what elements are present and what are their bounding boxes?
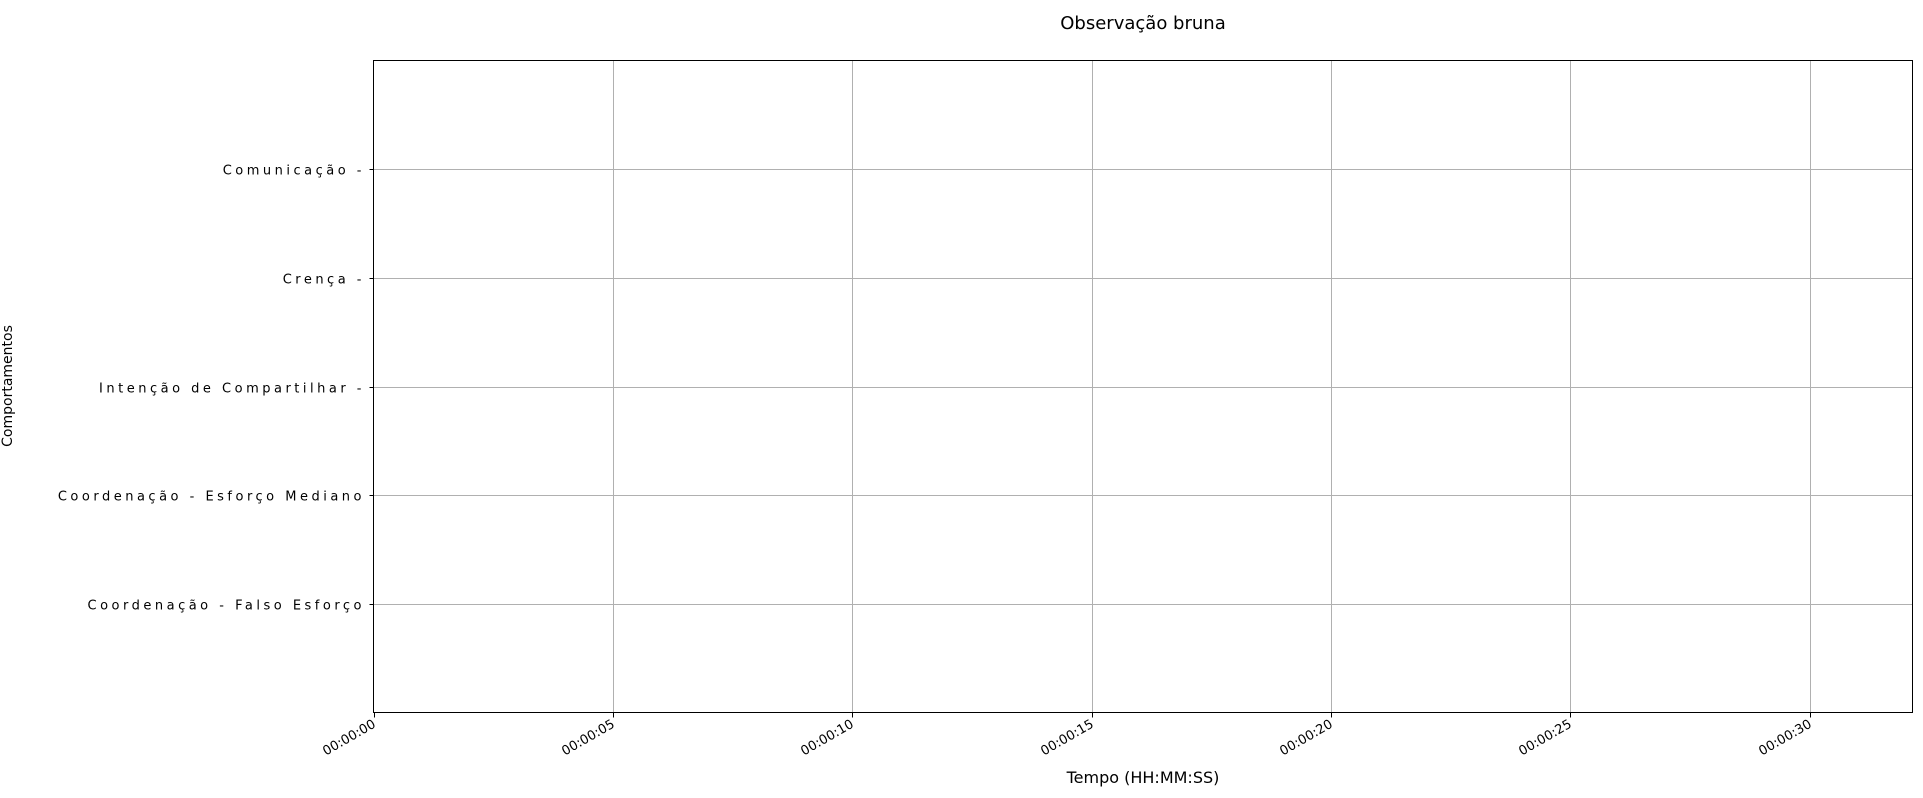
y-axis: Comunicação - Crença - Intenção de Compart… [58, 164, 374, 614]
plot-area [373, 60, 1913, 713]
y-tick-label: Coordenação - Falso Esforço [88, 599, 365, 614]
x-tick-label: 00:00:25 [1516, 717, 1574, 759]
x-tick-label: 00:00:15 [1038, 717, 1096, 759]
y-tick-label: Coordenação - Esforço Mediano [58, 490, 365, 505]
grid-layer [373, 60, 1913, 713]
chart-title: Observação bruna [1060, 13, 1225, 34]
x-tick-label: 00:00:00 [320, 717, 378, 759]
y-tick-label: Crença - [283, 273, 365, 288]
x-axis-label: Tempo (HH:MM:SS) [1066, 768, 1220, 787]
x-tick-label: 00:00:30 [1756, 717, 1814, 759]
y-tick-label: Comunicação - [223, 164, 365, 179]
x-axis: 00:00:00 00:00:05 00:00:10 00:00:15 00:00:20… [320, 712, 1815, 759]
x-tick-label: 00:00:20 [1277, 717, 1335, 759]
x-tick-label: 00:00:05 [559, 717, 617, 759]
y-axis-label: Comportamentos [0, 325, 16, 447]
x-tick-label: 00:00:10 [798, 717, 856, 759]
y-tick-label: Intenção de Compartilhar - [99, 382, 365, 397]
